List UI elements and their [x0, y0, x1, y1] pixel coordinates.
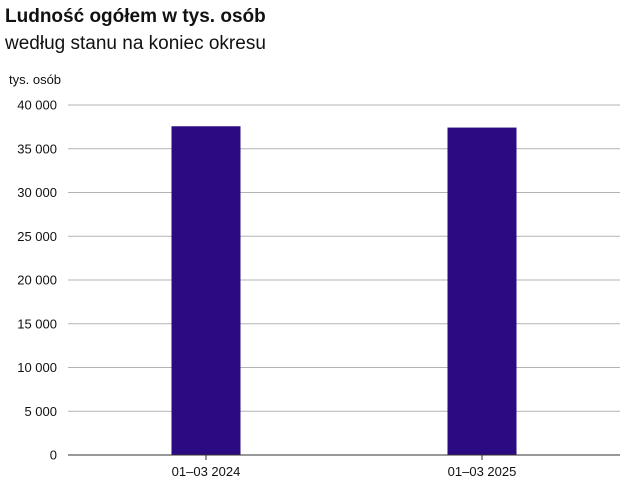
y-tick-label: 25 000 [17, 229, 57, 244]
tick-labels: 0 5 000 10 000 15 000 20 000 25 000 30 000 35 0… [17, 98, 516, 480]
axes [68, 454, 620, 460]
y-tick-label: 40 000 [17, 98, 57, 113]
gridlines [68, 104, 620, 412]
bar [447, 127, 517, 455]
y-tick-label: 10 000 [17, 360, 57, 375]
y-tick-label: 5 000 [24, 404, 57, 419]
x-tick-label: 01–03 2025 [448, 464, 517, 479]
y-tick-label: 15 000 [17, 316, 57, 331]
y-tick-label: 35 000 [17, 141, 57, 156]
y-axis-unit-label: tys. osób [9, 72, 62, 87]
x-tick-label: 01–03 2024 [172, 464, 241, 479]
bar [171, 126, 241, 455]
chart-subtitle: według stanu na koniec okresu [5, 33, 266, 54]
chart-title: Ludność ogółem w tys. osób [5, 6, 266, 27]
bars [171, 126, 517, 455]
y-tick-label: 0 [50, 448, 57, 463]
y-tick-label: 20 000 [17, 273, 57, 288]
y-tick-label: 30 000 [17, 185, 57, 200]
